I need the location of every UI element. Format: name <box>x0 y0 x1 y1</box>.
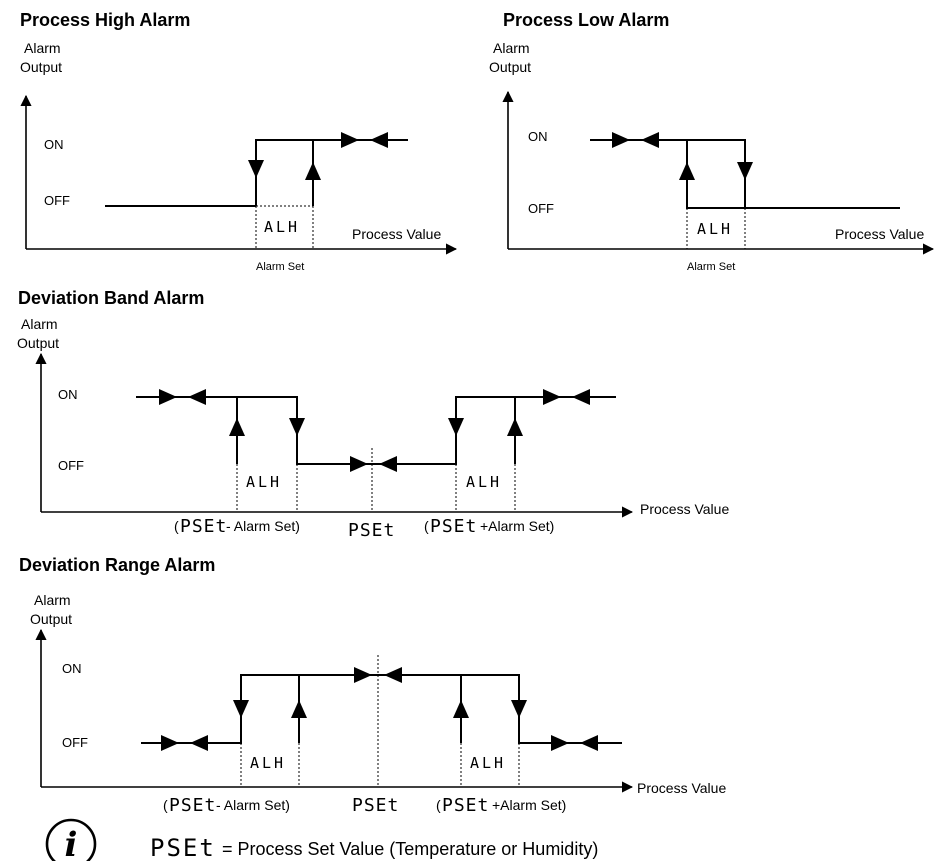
y-axis-label-line2: Output <box>30 611 72 627</box>
left-arrow <box>384 667 402 683</box>
right-arrow <box>551 735 569 751</box>
off-level-label: OFF <box>44 193 70 208</box>
deviation-range-alarm-panel: Deviation Range Alarm Alarm Output ON OF… <box>19 555 726 816</box>
on-level-label: ON <box>58 387 78 402</box>
open-paren: ( <box>436 797 441 813</box>
pset-term: PSEt <box>150 834 216 861</box>
minus-alarm-set-label: - Alarm Set) <box>216 797 290 813</box>
info-glyph: i <box>65 825 78 861</box>
minus-alarm-set-label: - Alarm Set) <box>226 518 300 534</box>
off-level-label: OFF <box>58 458 84 473</box>
pset-definition-note: i PSEt = Process Set Value (Temperature … <box>45 818 598 861</box>
pset-definition-text: = Process Set Value (Temperature or Humi… <box>222 839 598 859</box>
panel-title: Deviation Band Alarm <box>18 288 204 308</box>
up-arrow <box>507 418 523 436</box>
alarm-set-label: Alarm Set <box>256 261 304 273</box>
open-paren: ( <box>424 518 429 534</box>
panel-title: Process Low Alarm <box>503 10 669 30</box>
hysteresis-box-label: ALH <box>264 218 300 236</box>
deviation-band-alarm-panel: Deviation Band Alarm Alarm Output ON OFF… <box>17 288 729 541</box>
hysteresis-curve <box>136 396 616 465</box>
x-axis-label: Process Value <box>637 780 726 796</box>
right-arrow <box>543 389 561 405</box>
up-arrow <box>679 162 695 180</box>
up-arrow <box>291 700 307 718</box>
right-arrow <box>161 735 179 751</box>
left-arrow <box>641 132 659 148</box>
right-arrow <box>159 389 177 405</box>
y-axis-label-line1: Alarm <box>21 316 58 332</box>
pset-label: PSEt <box>430 516 477 537</box>
down-arrow <box>289 418 305 436</box>
down-arrow <box>448 418 464 436</box>
alarm-set-label: Alarm Set <box>687 261 735 273</box>
hysteresis-box-label-left: ALH <box>246 473 282 491</box>
y-axis-label-line1: Alarm <box>34 592 71 608</box>
hysteresis-box-label-right: ALH <box>470 754 506 772</box>
down-arrow <box>737 162 753 180</box>
left-arrow <box>580 735 598 751</box>
process-high-alarm-panel: Process High Alarm Alarm Output ON OFF P… <box>20 10 458 273</box>
hysteresis-box-label: ALH <box>697 220 733 238</box>
plus-alarm-set-label: +Alarm Set) <box>480 518 554 534</box>
panel-title: Deviation Range Alarm <box>19 555 215 575</box>
left-arrow <box>190 735 208 751</box>
info-icon: i <box>45 818 97 861</box>
panel-title: Process High Alarm <box>20 10 190 30</box>
left-arrow <box>188 389 206 405</box>
left-arrow <box>572 389 590 405</box>
on-level-label: ON <box>44 137 64 152</box>
open-paren: ( <box>174 518 179 534</box>
y-axis-label-line1: Alarm <box>24 40 61 56</box>
off-level-label: OFF <box>62 735 88 750</box>
up-arrow <box>229 418 245 436</box>
left-arrow <box>370 132 388 148</box>
right-arrow <box>350 456 368 472</box>
hysteresis-curve <box>141 674 622 744</box>
pset-label: PSEt <box>180 516 227 537</box>
hysteresis-box-label-left: ALH <box>250 754 286 772</box>
left-arrow <box>379 456 397 472</box>
process-low-alarm-panel: Process Low Alarm Alarm Output ON OFF Pr… <box>489 10 935 273</box>
x-axis-label: Process Value <box>835 226 924 242</box>
off-level-label: OFF <box>528 201 554 216</box>
pset-label: PSEt <box>169 795 216 816</box>
on-level-label: ON <box>528 129 548 144</box>
pset-label: PSEt <box>442 795 489 816</box>
y-axis-label-line2: Output <box>20 59 62 75</box>
hysteresis-box-label-right: ALH <box>466 473 502 491</box>
down-arrow <box>248 160 264 178</box>
right-arrow <box>612 132 630 148</box>
x-axis-label: Process Value <box>352 226 441 242</box>
up-arrow <box>305 162 321 180</box>
open-paren: ( <box>163 797 168 813</box>
pset-center-label: PSEt <box>348 520 395 541</box>
down-arrow <box>511 700 527 718</box>
down-arrow <box>233 700 249 718</box>
pset-center-label: PSEt <box>352 795 399 816</box>
y-axis-label-line2: Output <box>17 335 59 351</box>
up-arrow <box>453 700 469 718</box>
y-axis-label-line1: Alarm <box>493 40 530 56</box>
on-level-label: ON <box>62 661 82 676</box>
plus-alarm-set-label: +Alarm Set) <box>492 797 566 813</box>
right-arrow <box>341 132 359 148</box>
y-axis-label-line2: Output <box>489 59 531 75</box>
x-axis-label: Process Value <box>640 501 729 517</box>
right-arrow <box>354 667 372 683</box>
